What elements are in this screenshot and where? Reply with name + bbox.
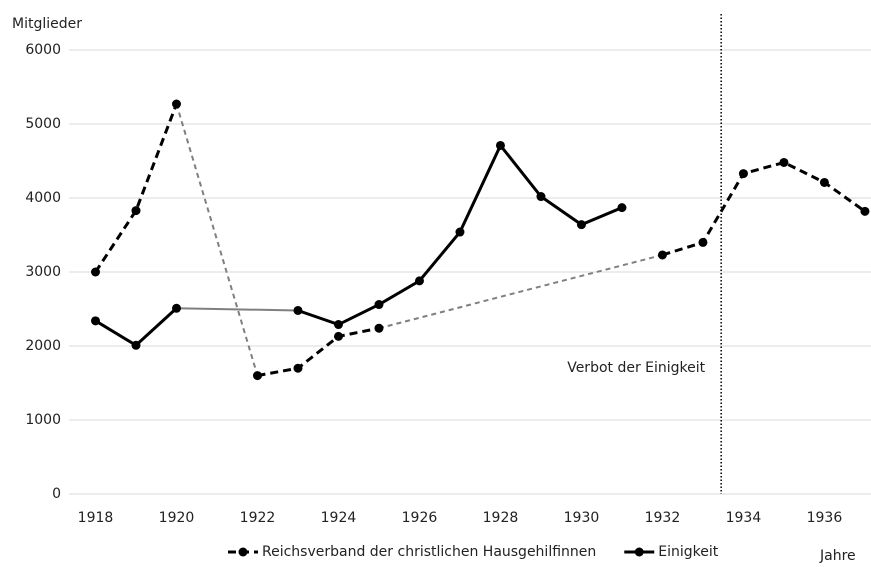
y-axis-label: Mitglieder <box>12 16 82 32</box>
y-tick-label: 2000 <box>25 338 61 354</box>
point <box>617 203 627 213</box>
point <box>819 177 829 187</box>
y-tick-label: 3000 <box>25 264 61 280</box>
annotation-text: Verbot der Einigkeit <box>567 360 705 376</box>
x-tick-label: 1936 <box>807 510 843 526</box>
y-tick-label: 4000 <box>25 190 61 206</box>
x-tick-label: 1932 <box>645 510 681 526</box>
y-tick-label: 6000 <box>25 42 61 58</box>
point <box>698 237 708 247</box>
x-tick-label: 1920 <box>159 510 195 526</box>
gap-connector <box>175 103 259 376</box>
legend-marker <box>634 547 644 557</box>
y-tick-label: 5000 <box>25 116 61 132</box>
y-tick-label: 1000 <box>25 412 61 428</box>
gap-connector <box>176 307 298 312</box>
line-series <box>94 103 866 378</box>
point <box>90 316 100 326</box>
point <box>293 363 303 373</box>
y-tick-label: 0 <box>52 486 61 502</box>
x-tick-label: 1924 <box>321 510 357 526</box>
point <box>374 323 384 333</box>
legend-label: Einigkeit <box>658 544 718 560</box>
point <box>860 206 870 216</box>
point <box>171 303 181 313</box>
point <box>455 227 465 237</box>
x-tick-label: 1934 <box>726 510 762 526</box>
point <box>414 276 424 286</box>
x-tick-label: 1926 <box>402 510 438 526</box>
point <box>657 250 667 260</box>
point <box>536 192 546 202</box>
point <box>293 305 303 315</box>
point <box>495 140 505 150</box>
x-tick-label: 1928 <box>483 510 519 526</box>
legend-marker <box>238 547 248 557</box>
point <box>576 220 586 230</box>
legend-label: Reichsverband der christlichen Hausgehil… <box>262 544 596 560</box>
point <box>131 206 141 216</box>
point <box>333 320 343 330</box>
point <box>779 157 789 167</box>
point <box>252 371 262 381</box>
gap-connector <box>378 254 663 330</box>
point <box>738 169 748 179</box>
point <box>131 340 141 350</box>
x-tick-label: 1930 <box>564 510 600 526</box>
point <box>374 300 384 310</box>
x-tick-label: 1918 <box>78 510 114 526</box>
point <box>333 331 343 341</box>
point <box>90 267 100 277</box>
x-axis-label: Jahre <box>819 548 856 564</box>
x-tick-label: 1922 <box>240 510 276 526</box>
point <box>171 99 181 109</box>
